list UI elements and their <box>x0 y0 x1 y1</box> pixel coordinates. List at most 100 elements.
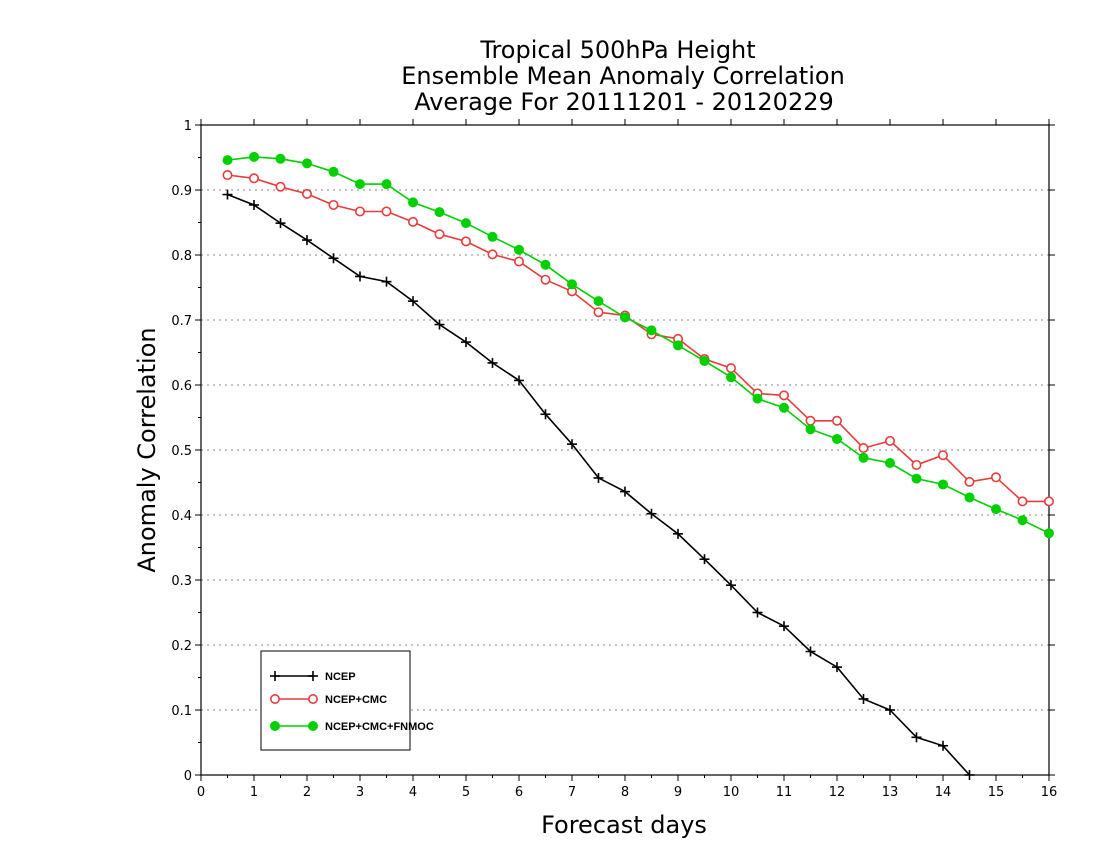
series-1-point-14 <box>593 307 604 318</box>
y-tick-label-0: 0 <box>184 769 192 784</box>
series-1-point-11 <box>513 256 524 267</box>
series-0-point-3 <box>302 235 312 246</box>
series-2-point-6 <box>381 179 392 190</box>
series-0 <box>222 189 975 780</box>
title-line-3: Average For 20111201 - 20120229 <box>414 88 834 116</box>
series-0-point-13 <box>567 439 577 450</box>
series-1-point-21 <box>778 390 789 401</box>
series-0-point-24 <box>858 693 869 704</box>
series-0-point-4 <box>328 253 339 264</box>
series-2-point-9 <box>461 218 471 229</box>
x-tick-label-3: 3 <box>356 785 364 800</box>
series-2-point-10 <box>487 231 498 242</box>
series-1-point-29 <box>990 472 1001 483</box>
series-0-point-25 <box>885 705 895 715</box>
series-0-point-1 <box>249 199 259 210</box>
series-0-point-28 <box>964 770 975 780</box>
x-tick-label-16: 16 <box>1041 785 1058 800</box>
series-0-point-18 <box>699 554 710 565</box>
series-1-point-3 <box>301 188 312 199</box>
series-0-point-21 <box>779 621 789 632</box>
series-line-2 <box>227 156 1050 534</box>
y-tick-label-3: 0.3 <box>171 574 192 589</box>
legend-marker-left-1 <box>269 693 280 704</box>
series-1-point-31 <box>1044 496 1055 507</box>
series-2-point-2 <box>275 153 286 164</box>
series-2-point-19 <box>726 372 736 383</box>
x-tick-label-15: 15 <box>988 785 1005 800</box>
x-tick-label-4: 4 <box>409 785 417 800</box>
x-tick-label-1: 1 <box>250 785 258 800</box>
y-tick-label-6: 0.6 <box>171 379 192 394</box>
series-2 <box>222 151 1054 539</box>
x-tick-label-0: 0 <box>197 785 205 800</box>
x-tick-label-12: 12 <box>829 785 846 800</box>
series-2-point-25 <box>885 458 895 468</box>
series-2-point-15 <box>620 312 630 323</box>
series-2-point-16 <box>646 325 657 336</box>
series-1-point-5 <box>354 206 365 217</box>
x-tick-label-2: 2 <box>303 785 311 800</box>
series-0-point-17 <box>673 528 683 539</box>
series-2-point-13 <box>567 279 577 290</box>
series-2-point-22 <box>805 424 816 435</box>
y-tick-label-2: 0.2 <box>171 639 192 654</box>
y-axis-title: Anomaly Correlation <box>133 327 161 572</box>
series-0-point-5 <box>355 271 365 282</box>
series-2-point-17 <box>673 340 683 351</box>
series-1-point-28 <box>964 476 975 487</box>
series-2-point-30 <box>1017 515 1028 526</box>
series-1-point-30 <box>1017 496 1028 507</box>
series-2-point-1 <box>249 151 259 162</box>
legend: NCEP NCEP+CMC NCEP+CMC+FNMOC <box>260 650 434 751</box>
series-0-point-19 <box>726 580 736 591</box>
series-1-point-6 <box>381 206 392 217</box>
series-1-point-24 <box>858 443 869 454</box>
series-0-point-15 <box>620 486 630 497</box>
series-2-point-8 <box>434 207 445 218</box>
x-tick-label-7: 7 <box>568 785 576 800</box>
series-2-point-29 <box>991 504 1001 515</box>
x-tick-label-11: 11 <box>776 785 793 800</box>
series-1-point-10 <box>487 249 498 260</box>
series-2-point-21 <box>779 402 789 413</box>
series-2-point-3 <box>302 158 312 169</box>
series-2-point-31 <box>1044 528 1054 539</box>
legend-marker-left-0 <box>270 671 280 681</box>
series-1-point-8 <box>434 229 445 240</box>
series-1-point-22 <box>805 415 816 426</box>
series-0-point-2 <box>275 218 286 229</box>
series-2-point-5 <box>355 179 365 190</box>
series-1-point-1 <box>249 173 260 184</box>
series-0-point-12 <box>540 409 551 420</box>
title-line-2: Ensemble Mean Anomaly Correlation <box>401 62 845 90</box>
series-0-point-10 <box>487 357 498 368</box>
y-tick-label-8: 0.8 <box>171 249 192 264</box>
series-0-point-6 <box>381 276 392 287</box>
series-1-point-9 <box>460 236 471 247</box>
x-tick-label-13: 13 <box>882 785 899 800</box>
series-0-point-7 <box>408 296 418 307</box>
series-0-point-26 <box>911 732 922 743</box>
series-0-point-14 <box>593 472 604 483</box>
series-0-point-27 <box>938 740 948 751</box>
series-2-point-23 <box>832 433 842 444</box>
series-2-point-12 <box>540 259 551 270</box>
x-tick-label-9: 9 <box>674 785 682 800</box>
legend-marker-right-2 <box>308 721 318 731</box>
legend-marker-left-2 <box>270 721 280 731</box>
series-1-point-25 <box>884 435 895 446</box>
series-1-point-12 <box>540 274 551 285</box>
series-line-1 <box>227 174 1049 503</box>
series-0-point-16 <box>646 508 657 519</box>
x-tick-label-14: 14 <box>935 785 952 800</box>
series-1-point-0 <box>222 170 233 181</box>
series-1-point-23 <box>831 415 842 426</box>
x-axis-title: Forecast days <box>541 811 707 839</box>
legend-marker-right-1 <box>307 693 318 704</box>
x-tick-label-8: 8 <box>621 785 629 800</box>
series-0-point-20 <box>752 607 763 618</box>
series-2-point-28 <box>964 492 975 503</box>
